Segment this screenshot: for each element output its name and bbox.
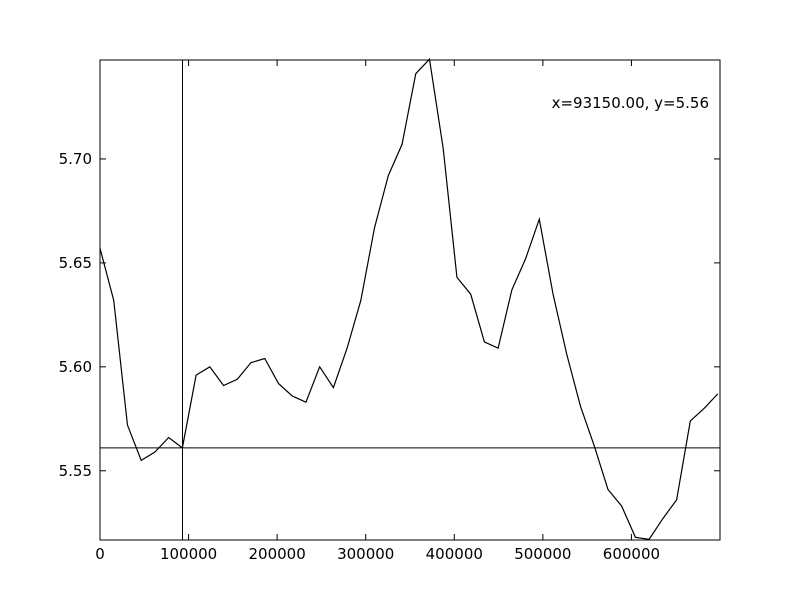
cursor-readout: x=93150.00, y=5.56	[552, 94, 709, 112]
y-tick-label: 5.65	[59, 254, 92, 272]
series-line	[99, 57, 719, 541]
y-tick-label: 5.70	[59, 150, 92, 168]
x-tick-label: 400000	[426, 545, 483, 563]
plot-frame	[99, 59, 721, 541]
x-tick-label: 500000	[514, 545, 571, 563]
x-tick-label: 0	[95, 545, 105, 563]
x-axis-ticks: 0 100000 200000 300000 400000 500000 600000	[95, 60, 660, 563]
series-layer	[99, 57, 719, 541]
plot-background	[100, 60, 720, 540]
x-tick-label: 100000	[160, 545, 217, 563]
x-tick-label: 200000	[249, 545, 306, 563]
y-tick-label: 5.55	[59, 462, 92, 480]
x-tick-label: 300000	[337, 545, 394, 563]
y-tick-label: 5.60	[59, 358, 92, 376]
x-tick-label: 600000	[603, 545, 660, 563]
crosshair	[100, 60, 720, 540]
y-axis-ticks: 5.55 5.60 5.65 5.70	[59, 150, 720, 480]
